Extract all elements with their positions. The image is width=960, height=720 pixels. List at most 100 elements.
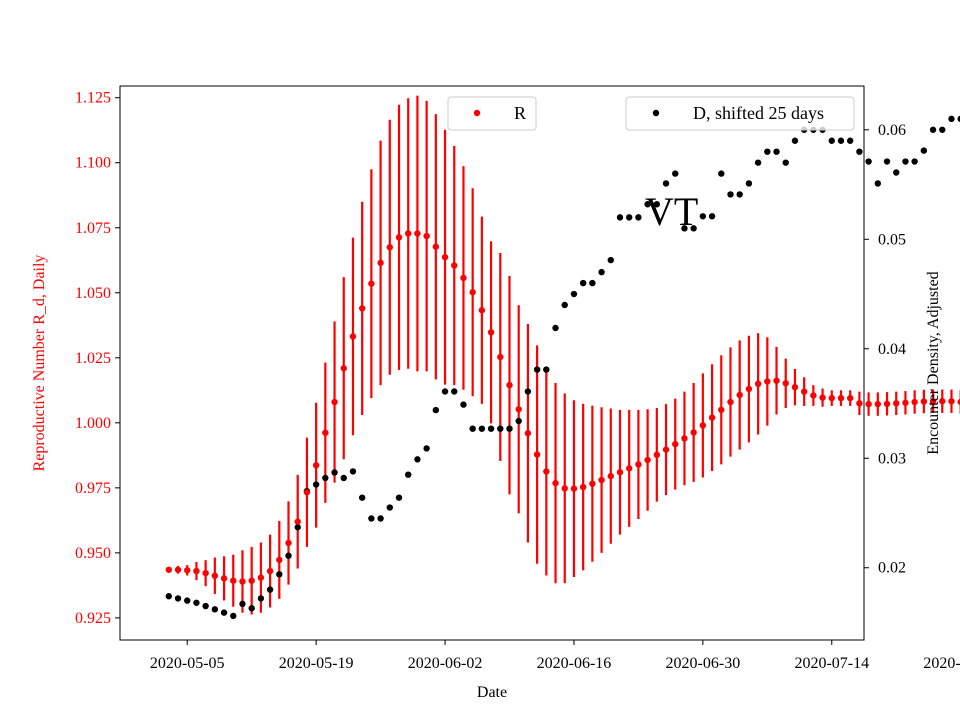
r-point <box>368 280 375 287</box>
r-point <box>800 388 808 395</box>
r-point <box>589 480 596 487</box>
r-point <box>294 518 301 525</box>
r-point <box>681 435 688 442</box>
r-point <box>248 577 255 584</box>
r-point <box>929 398 937 405</box>
r-point <box>561 485 568 492</box>
d-point <box>791 137 799 144</box>
y-left-tick-label: 1.025 <box>75 350 111 367</box>
d-point <box>920 147 928 154</box>
x-axis-ticks: 2020-05-05 2020-05-19 2020-06-02 2020-06-16… <box>150 640 960 672</box>
r-point <box>165 566 173 573</box>
r-point <box>478 307 486 314</box>
legend-r-marker <box>473 109 481 117</box>
d-point <box>322 474 329 482</box>
d-point <box>644 201 651 208</box>
y-right-tick-label: 0.03 <box>878 450 906 467</box>
chart-annotation: VT <box>645 189 698 234</box>
r-point <box>939 398 946 405</box>
r-point <box>257 574 265 581</box>
d-point <box>432 406 440 414</box>
y-left-tick-label: 0.975 <box>75 480 111 497</box>
r-point <box>745 385 753 393</box>
d-point <box>846 137 854 144</box>
r-point <box>441 253 449 261</box>
y-right-tick-label: 0.02 <box>878 560 906 577</box>
r-point <box>451 262 458 269</box>
d-point <box>708 213 716 220</box>
d-point <box>616 214 624 221</box>
r-point <box>727 398 734 406</box>
x-tick-label: 2020-06-02 <box>408 655 483 672</box>
d-point <box>718 170 725 177</box>
x-tick-label: 2020-07-14 <box>794 655 869 672</box>
y-left-tick-label: 1.050 <box>75 285 111 302</box>
r-point <box>358 305 366 312</box>
d-point <box>874 180 882 187</box>
r-point <box>846 394 854 402</box>
d-point <box>727 191 734 198</box>
r-point <box>764 378 771 385</box>
d-point <box>782 159 789 166</box>
r-point <box>395 234 403 241</box>
r-point <box>672 440 679 448</box>
legend-d-marker <box>652 109 660 117</box>
d-point <box>589 279 596 287</box>
r-point <box>893 400 900 407</box>
d-point <box>423 445 430 452</box>
y-right-axis-label: Encounter Density, Adjusted <box>925 271 942 454</box>
y-left-tick-label: 0.925 <box>75 610 111 627</box>
d-point <box>451 388 458 395</box>
r-point <box>349 333 357 340</box>
legend-d-label: D, shifted 25 days <box>693 103 824 123</box>
d-point <box>524 388 532 395</box>
r-point <box>754 380 762 388</box>
r-point <box>423 232 430 240</box>
y-left-axis-label: Reproductive Number R_d, Daily <box>31 255 48 472</box>
d-point <box>929 126 937 133</box>
d-points <box>165 115 960 620</box>
d-point <box>764 148 771 155</box>
d-point <box>257 595 265 602</box>
d-point <box>405 471 412 478</box>
d-point <box>414 456 421 463</box>
d-point <box>699 213 707 220</box>
r-point <box>552 479 559 487</box>
d-point <box>837 137 845 144</box>
d-point <box>552 324 559 332</box>
r-point <box>340 365 347 372</box>
r-point <box>331 398 338 406</box>
plot-frame <box>119 85 865 641</box>
d-point <box>607 256 614 264</box>
d-point <box>635 214 642 221</box>
r-point <box>487 329 495 336</box>
r-point <box>837 394 845 402</box>
d-point <box>202 602 209 610</box>
legend-d-box <box>625 96 855 131</box>
r-point <box>193 567 200 575</box>
d-point <box>948 115 955 123</box>
d-point <box>469 425 476 432</box>
d-point <box>193 599 200 606</box>
r-point <box>653 451 661 459</box>
r-point <box>791 383 799 391</box>
r-point <box>414 230 421 237</box>
y-left-tick-label: 0.950 <box>75 545 111 562</box>
d-point <box>856 148 863 155</box>
x-axis-label: Date <box>477 684 507 701</box>
d-point <box>239 600 246 608</box>
r-point <box>460 274 467 282</box>
d-point <box>506 425 513 432</box>
d-point <box>957 115 960 122</box>
d-point <box>662 180 670 187</box>
r-point <box>220 575 228 582</box>
r-point <box>579 483 587 491</box>
r-point <box>377 259 384 267</box>
y-left-tick-label: 1.100 <box>75 155 111 172</box>
d-point <box>358 494 366 501</box>
d-point <box>395 494 403 501</box>
r-point <box>312 462 320 469</box>
d-point <box>386 504 393 511</box>
d-point <box>515 417 522 425</box>
r-point <box>276 556 283 564</box>
